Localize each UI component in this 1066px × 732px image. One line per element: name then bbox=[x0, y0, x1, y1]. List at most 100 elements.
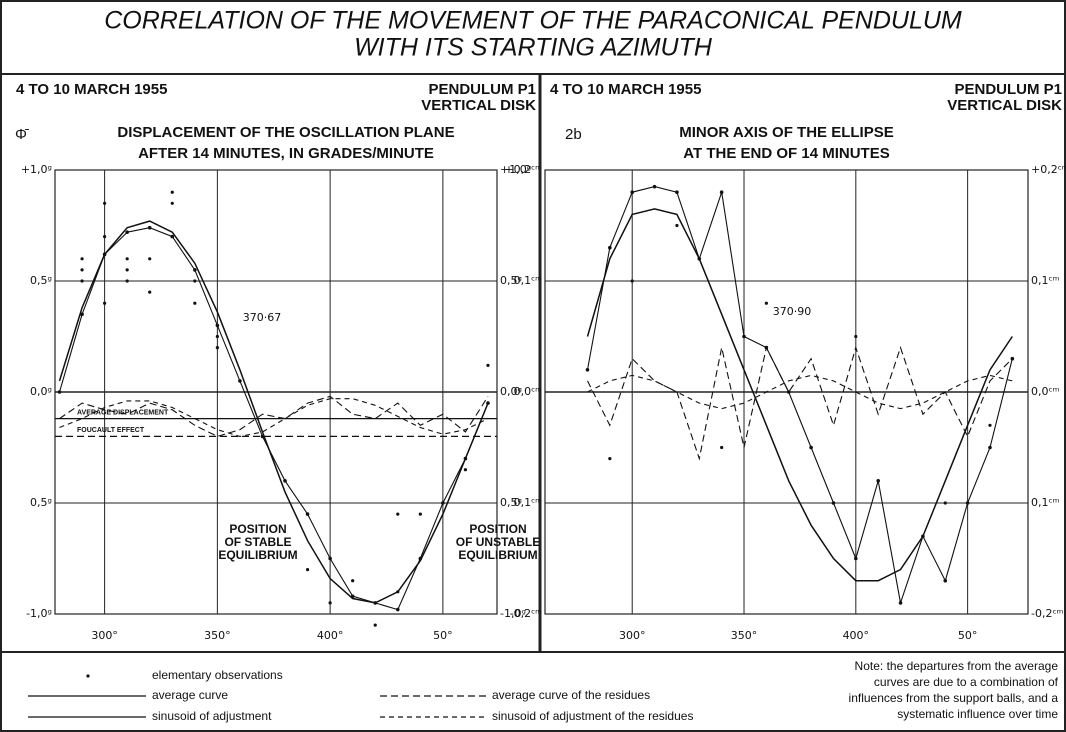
y-tick-label: 0,0ᶜᵐ bbox=[514, 385, 543, 398]
curve-point bbox=[898, 601, 903, 605]
y-tick-label-right: 0,0ᶜᵐ bbox=[1031, 385, 1060, 398]
y-tick-label-right: +0,2ᶜᵐ bbox=[1031, 163, 1066, 176]
period: 4 TO 10 MARCH 1955 bbox=[550, 81, 701, 98]
y-tick-label-right: 0,1ᶜᵐ bbox=[1031, 496, 1060, 509]
annotation: EQUILIBRIUM bbox=[458, 548, 537, 562]
observation bbox=[305, 568, 310, 572]
x-tick-label: 400° bbox=[843, 629, 870, 642]
observation bbox=[675, 223, 679, 228]
curve-point bbox=[652, 184, 657, 189]
observation bbox=[103, 301, 107, 305]
annotation: OF STABLE bbox=[224, 535, 291, 549]
observation bbox=[125, 268, 129, 272]
curve-point bbox=[125, 230, 129, 234]
instrument: VERTICAL DISK bbox=[421, 97, 536, 114]
observation bbox=[80, 279, 84, 283]
curve-point bbox=[395, 607, 400, 612]
observation bbox=[486, 363, 490, 367]
curve-point bbox=[80, 312, 84, 317]
instrument: PENDULUM P1 bbox=[428, 81, 536, 98]
subtitle: AT THE END OF 14 MINUTES bbox=[683, 145, 889, 162]
note: Note: the departures from the average bbox=[855, 659, 1059, 673]
x-tick-label: 400° bbox=[317, 629, 344, 642]
instrument: VERTICAL DISK bbox=[947, 97, 1062, 114]
y-tick-label: 0,5ᵍ bbox=[30, 496, 52, 509]
observation bbox=[193, 301, 197, 305]
observation bbox=[720, 445, 724, 450]
subtitle: DISPLACEMENT OF THE OSCILLATION PLANE bbox=[117, 124, 454, 141]
observation bbox=[396, 512, 400, 516]
x-tick-label: 50° bbox=[433, 629, 453, 642]
title: CORRELATION OF THE MOVEMENT OF THE PARAC… bbox=[104, 7, 962, 35]
title: WITH ITS STARTING AZIMUTH bbox=[354, 34, 713, 62]
instrument: PENDULUM P1 bbox=[954, 81, 1062, 98]
observation bbox=[351, 579, 355, 583]
curve-point bbox=[305, 512, 310, 516]
series-line bbox=[586, 208, 1013, 582]
note: systematic influence over time bbox=[897, 707, 1058, 721]
annotation: 370·90 bbox=[773, 305, 812, 318]
x-tick-label: 350° bbox=[204, 629, 231, 642]
observation bbox=[170, 201, 174, 205]
x-tick-label: 350° bbox=[731, 629, 758, 642]
y-tick-label: 0,1ᶜᵐ bbox=[514, 496, 543, 509]
observation bbox=[193, 279, 197, 283]
curve-point bbox=[57, 390, 62, 394]
curve-point bbox=[328, 556, 332, 561]
curve-point bbox=[147, 225, 152, 230]
y-tick-label-right: -1,0ᵍ bbox=[500, 607, 526, 620]
observation bbox=[608, 457, 612, 461]
y-tick-label: -1,0ᵍ bbox=[26, 607, 52, 620]
annotation: EQUILIBRIUM bbox=[218, 548, 297, 562]
observation bbox=[80, 268, 84, 272]
curve-point bbox=[742, 334, 746, 339]
y-tick-label-right: +1,0ᵍ bbox=[500, 163, 531, 176]
subtitle: AFTER 14 MINUTES, IN GRADES/MINUTE bbox=[138, 145, 434, 162]
x-tick-label: 300° bbox=[91, 629, 118, 642]
observation bbox=[80, 257, 84, 261]
curve-point bbox=[719, 190, 724, 194]
observation bbox=[988, 423, 992, 427]
curve-point bbox=[441, 501, 445, 505]
curve-point bbox=[215, 323, 220, 328]
curve-point bbox=[585, 368, 590, 372]
y-tick-label-right: 0,5ᵍ bbox=[500, 274, 522, 287]
subtitle: MINOR AXIS OF THE ELLIPSE bbox=[679, 124, 893, 141]
annotation: POSITION bbox=[469, 522, 526, 536]
series-line bbox=[586, 186, 1013, 604]
observation bbox=[943, 501, 947, 505]
observation bbox=[170, 190, 174, 194]
curve-point bbox=[943, 578, 948, 583]
series-line bbox=[59, 395, 489, 437]
observation bbox=[328, 601, 332, 605]
observation bbox=[148, 290, 152, 294]
curve-point bbox=[193, 268, 197, 272]
curve-point bbox=[809, 445, 813, 450]
legend-label: average curve bbox=[152, 688, 228, 702]
annotation: 370·67 bbox=[243, 311, 282, 324]
y-tick-label: 0,1ᶜᵐ bbox=[514, 274, 543, 287]
curve-point bbox=[608, 245, 612, 250]
curve-point bbox=[170, 234, 175, 239]
y-tick-label-right: 0,5ᵍ bbox=[500, 496, 522, 509]
y-tick-label: -0,2ᶜᵐ bbox=[510, 607, 543, 620]
curve-point bbox=[854, 556, 858, 561]
note: influences from the support balls, and a bbox=[849, 691, 1059, 705]
curve-point bbox=[630, 190, 635, 194]
x-tick-label: 300° bbox=[619, 629, 646, 642]
y-tick-label-right: 0,1ᶜᵐ bbox=[1031, 274, 1060, 287]
period: 4 TO 10 MARCH 1955 bbox=[16, 81, 167, 98]
observation bbox=[463, 468, 468, 472]
observation bbox=[215, 334, 219, 339]
curve-point bbox=[675, 190, 679, 194]
observation bbox=[125, 257, 129, 261]
annotation: POSITION bbox=[229, 522, 286, 536]
legend-swatch bbox=[86, 674, 90, 678]
legend-label: average curve of the residues bbox=[492, 688, 650, 702]
series-line bbox=[59, 398, 489, 437]
observation bbox=[148, 257, 152, 261]
annotation: OF UNSTABLE bbox=[456, 535, 540, 549]
series-line bbox=[587, 374, 1013, 410]
